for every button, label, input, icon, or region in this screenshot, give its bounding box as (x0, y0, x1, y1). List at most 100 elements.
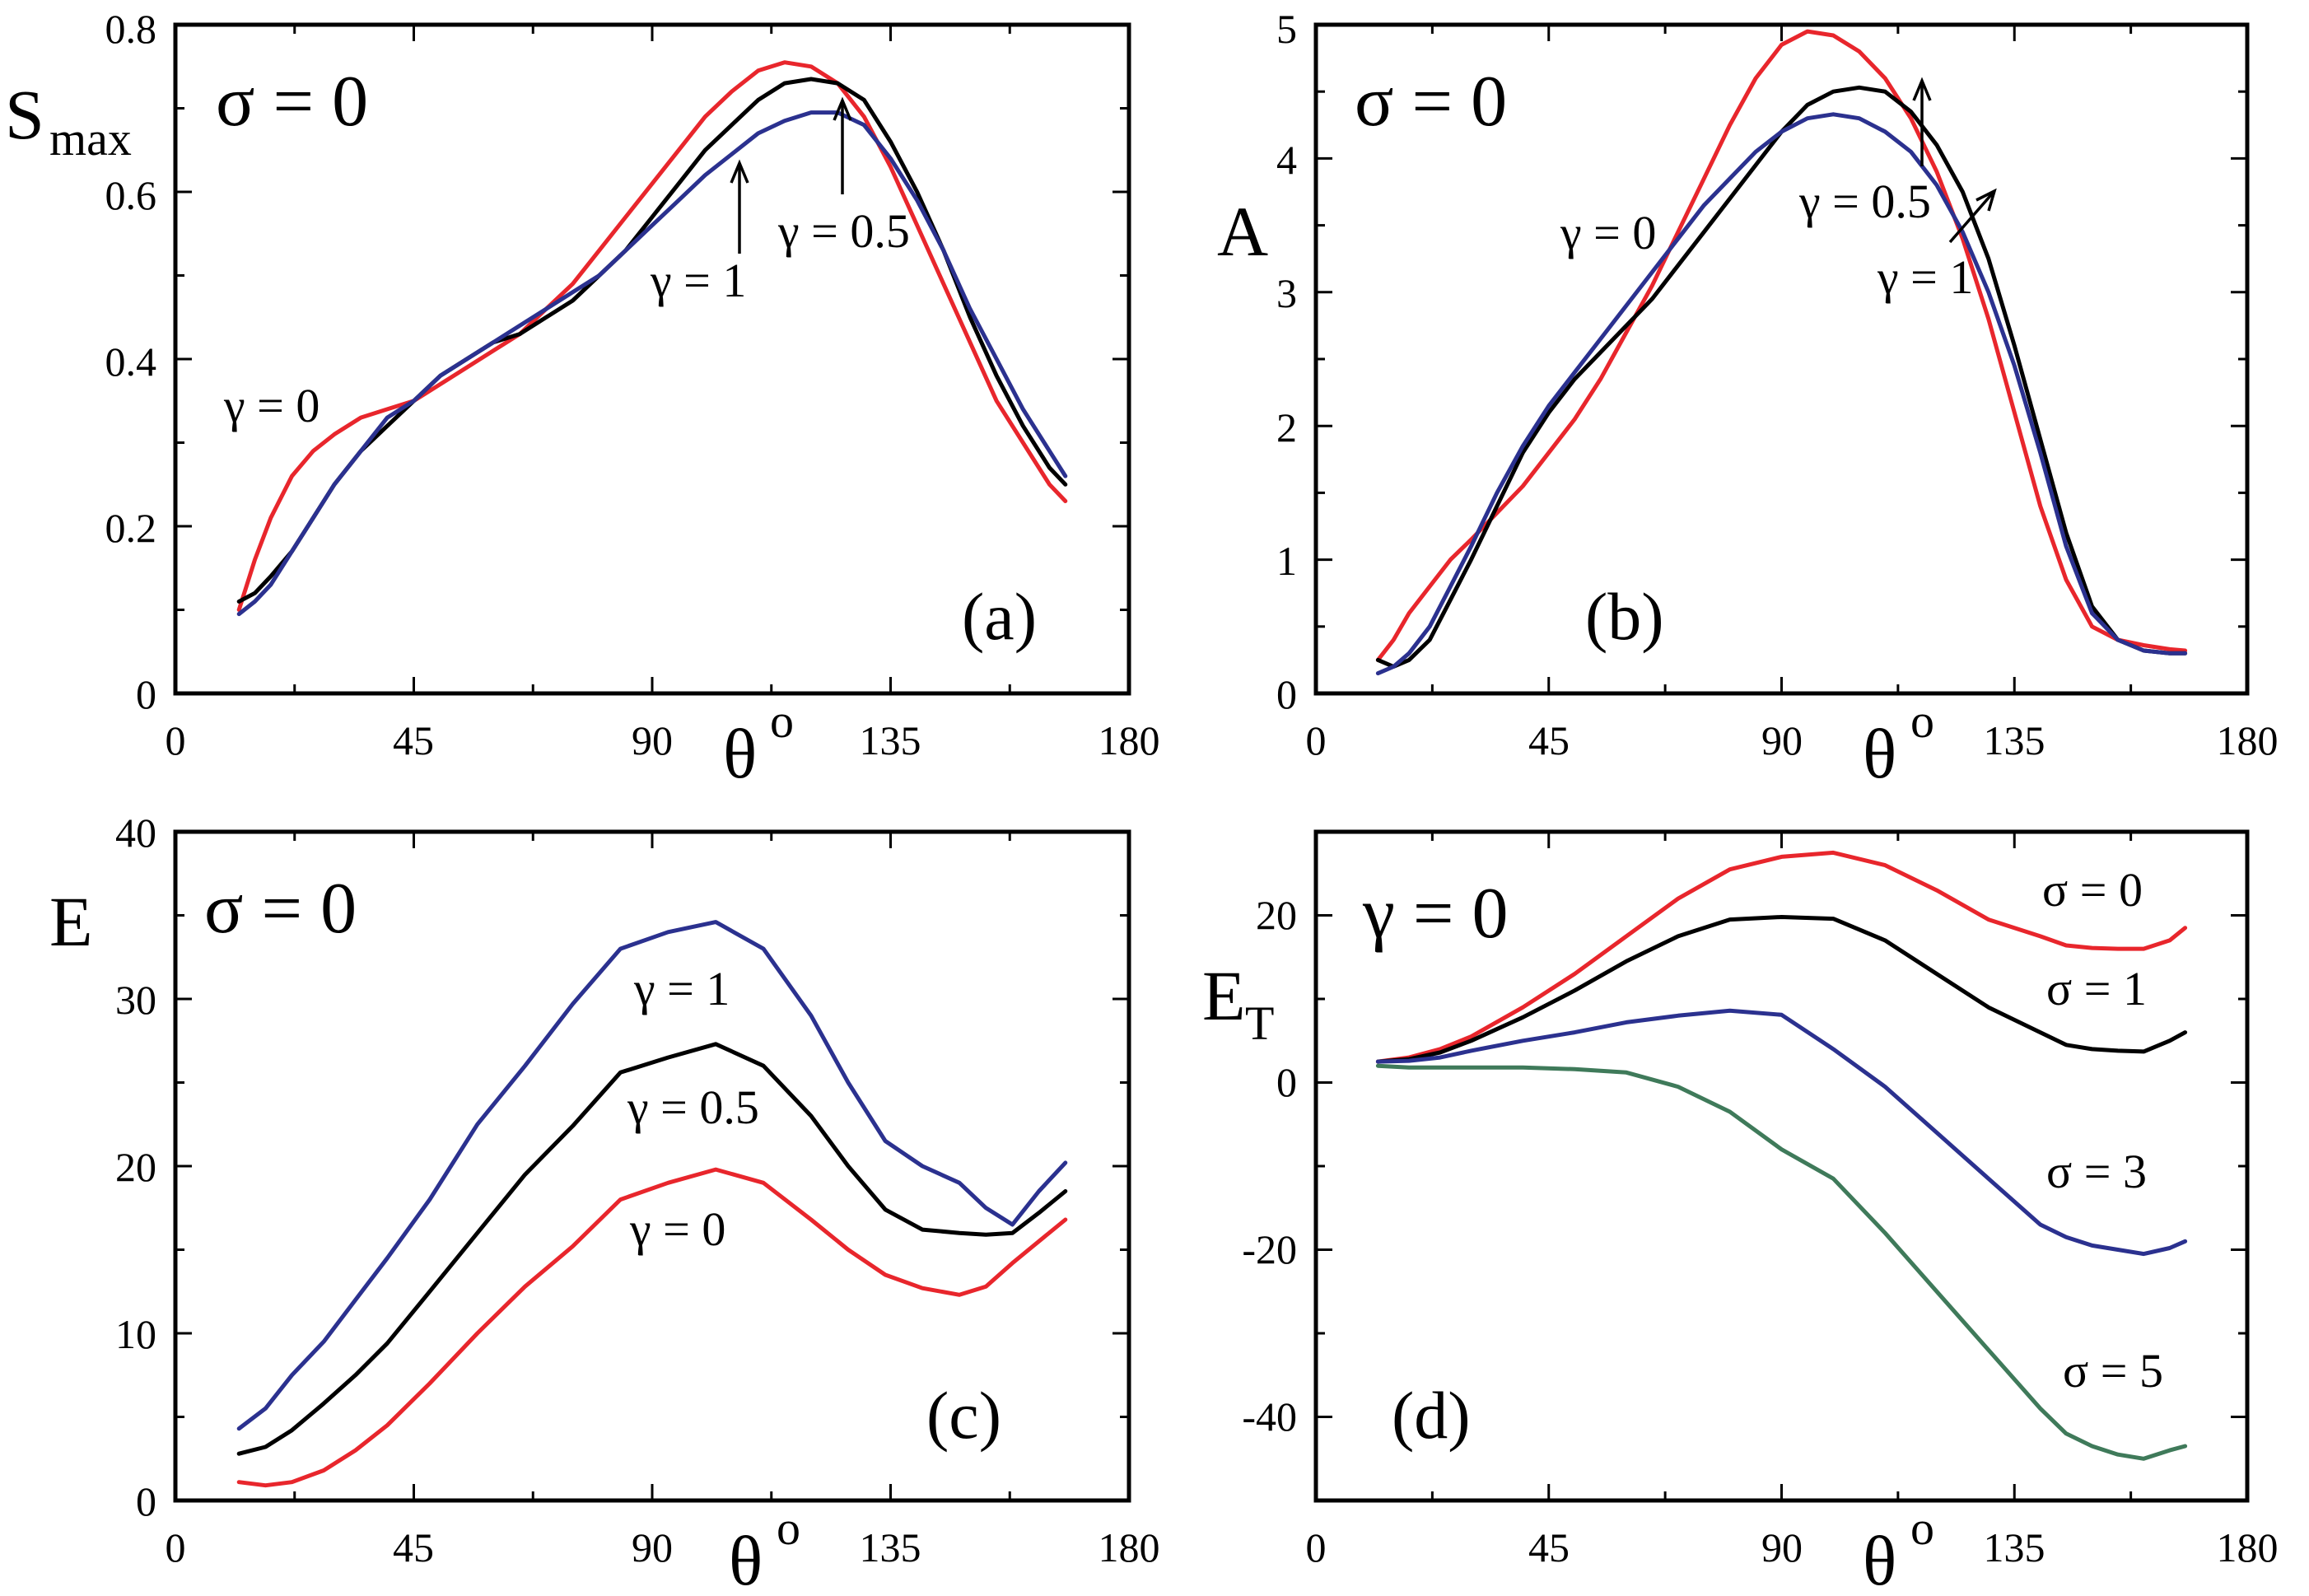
panel-d-ytick-label: 20 (1256, 892, 1297, 938)
panel-a-arrow-gamma05 (833, 96, 852, 194)
panel-b-xlabel: θ (1863, 714, 1896, 793)
panel-d-series (1375, 850, 2188, 1461)
panel-b-ticks (1314, 23, 2249, 695)
panel-c-ytick-label: 20 (115, 1144, 156, 1190)
panel-d-xtick-label: 180 (2217, 1524, 2279, 1570)
panel-d-series-line-3 (1375, 1063, 2188, 1461)
panel-c-annotation-gamma05: γ = 0.5 (627, 1080, 759, 1134)
panel-d-annotation-sigma0: σ = 0 (2042, 863, 2143, 917)
panel-b-xtick-label: 135 (1984, 717, 2045, 763)
panel-d-xtick-label: 135 (1984, 1524, 2045, 1570)
panel-c-xtick-label: 45 (393, 1524, 434, 1570)
panel-b-ytick-label: 1 (1276, 538, 1297, 584)
panel-b-series-line-0 (1375, 29, 2188, 662)
panel-b-xtick-label: 90 (1761, 717, 1803, 763)
panel-b-xtick-label: 180 (2217, 717, 2279, 763)
panel-d-series-line-1 (1375, 915, 2188, 1064)
panel-c-ticks (174, 830, 1131, 1502)
panel-c: 0 10 20 30 40 0 45 90 135 180 E θ o σ = … (49, 810, 1160, 1596)
panel-a-ytick-label: 0.2 (105, 505, 157, 551)
panel-d-ylabel-sub: T (1245, 996, 1274, 1050)
panel-d-xtick-label: 90 (1761, 1524, 1803, 1570)
panel-d-ylabel: E (1202, 956, 1246, 1035)
panel-a-ytick-label: 0.4 (105, 338, 157, 385)
panel-d-ytick-label: -40 (1242, 1393, 1297, 1440)
panel-d-series-line-2 (1375, 1008, 2188, 1257)
panel-d-xlabel: θ (1863, 1521, 1896, 1596)
panel-b-arrow-gamma1 (1948, 188, 1997, 244)
panel-d-series-line-0 (1375, 850, 2188, 1064)
panel-a-annotation-gamma1: γ = 1 (650, 254, 746, 307)
panel-c-xtick-label: 90 (632, 1524, 673, 1570)
panel-a-series-line-1 (236, 77, 1068, 604)
panel-d-ticks (1314, 830, 2249, 1502)
panel-a-xtick-label: 135 (860, 717, 921, 763)
panel-c-annotation-gamma1: γ = 1 (633, 962, 730, 1015)
panel-d-xtick-label: 45 (1528, 1524, 1570, 1570)
panel-b-arrow-gamma05 (1912, 77, 1932, 166)
panel-d-letter: (d) (1392, 1378, 1471, 1453)
panel-a-ylabel: S (5, 75, 44, 154)
panel-b-xtick-label: 0 (1306, 717, 1327, 763)
panel-c-series (236, 920, 1068, 1488)
panel-b-series (1375, 29, 2188, 676)
panel-a-ylabel-sub: max (49, 112, 132, 166)
panel-a-annotation-gamma05: γ = 0.5 (777, 204, 910, 258)
panel-c-xlabel: θ (729, 1521, 763, 1596)
panel-a-ytick-label: 0.6 (105, 172, 157, 218)
panel-a: 0 0.2 0.4 0.6 0.8 0 45 90 135 180 S max … (5, 6, 1160, 793)
panel-b-series-line-1 (1375, 85, 2188, 669)
panel-a-arrow-gamma1 (730, 159, 749, 254)
panel-c-letter: (c) (926, 1378, 1001, 1453)
panel-a-xtick-label: 0 (166, 717, 186, 763)
panel-a-series-line-2 (236, 110, 1068, 617)
panel-c-ylabel: E (49, 882, 93, 961)
panel-a-ytick-label: 0 (136, 671, 156, 717)
panel-a-letter: (a) (962, 579, 1037, 654)
panel-c-header: σ = 0 (204, 869, 357, 949)
panel-a-xtick-label: 180 (1099, 717, 1160, 763)
panel-a-xlabel-sup: o (770, 694, 794, 748)
panel-d-ytick-label: -20 (1242, 1226, 1297, 1272)
panel-b-ytick-label: 0 (1276, 671, 1297, 717)
panel-b-ylabel: A (1217, 192, 1268, 271)
panel-d-annotation-sigma1: σ = 1 (2046, 962, 2147, 1015)
panel-b-ytick-label: 3 (1276, 270, 1297, 316)
panel-c-ytick-label: 40 (115, 810, 156, 856)
panel-b-letter: (b) (1585, 579, 1664, 654)
panel-c-xlabel-sup: o (777, 1501, 800, 1555)
panel-c-ytick-label: 30 (115, 977, 156, 1023)
panel-a-xlabel: θ (723, 714, 757, 793)
panel-c-series-line-1 (236, 1042, 1068, 1456)
panel-a-annotation-gamma0: γ = 0 (223, 379, 320, 432)
panel-b-xtick-label: 45 (1528, 717, 1570, 763)
panel-a-xtick-label: 90 (632, 717, 673, 763)
panel-d-annotation-sigma3: σ = 3 (2046, 1145, 2147, 1198)
panel-b-header: σ = 0 (1355, 62, 1507, 142)
panel-d-header: γ = 0 (1362, 874, 1509, 954)
panel-d-xlabel-sup: o (1910, 1501, 1934, 1555)
panel-c-series-line-0 (236, 920, 1068, 1431)
panel-c-annotation-gamma0: γ = 0 (629, 1202, 725, 1256)
panel-a-series-line-0 (236, 60, 1068, 612)
panel-c-ytick-label: 0 (136, 1478, 156, 1524)
panel-d: -40 -20 0 20 0 45 90 135 180 E T θ o γ =… (1202, 829, 2279, 1596)
panel-b-series-line-2 (1375, 112, 2188, 676)
panel-b-ytick-label: 2 (1276, 404, 1297, 450)
panel-b: 0 1 2 3 4 5 0 45 90 135 180 A θ o σ = 0 … (1217, 6, 2279, 793)
panel-b-ytick-label: 4 (1276, 137, 1297, 183)
panel-b-annotation-gamma1: γ = 1 (1877, 250, 1973, 304)
panel-a-ticks (174, 23, 1131, 695)
panel-d-ytick-label: 0 (1276, 1059, 1297, 1105)
panel-c-xtick-label: 0 (166, 1524, 186, 1570)
panel-a-header: σ = 0 (216, 62, 368, 142)
panel-b-annotation-gamma05: γ = 0.5 (1798, 175, 1931, 228)
panel-a-series (236, 60, 1068, 617)
panel-c-ytick-label: 10 (115, 1311, 156, 1357)
panel-d-annotation-sigma5: σ = 5 (2063, 1344, 2163, 1398)
panel-b-annotation-gamma0: γ = 0 (1560, 206, 1656, 259)
panel-c-xtick-label: 180 (1099, 1524, 1160, 1570)
panel-b-ytick-label: 5 (1276, 6, 1297, 52)
panel-a-xtick-label: 45 (393, 717, 434, 763)
